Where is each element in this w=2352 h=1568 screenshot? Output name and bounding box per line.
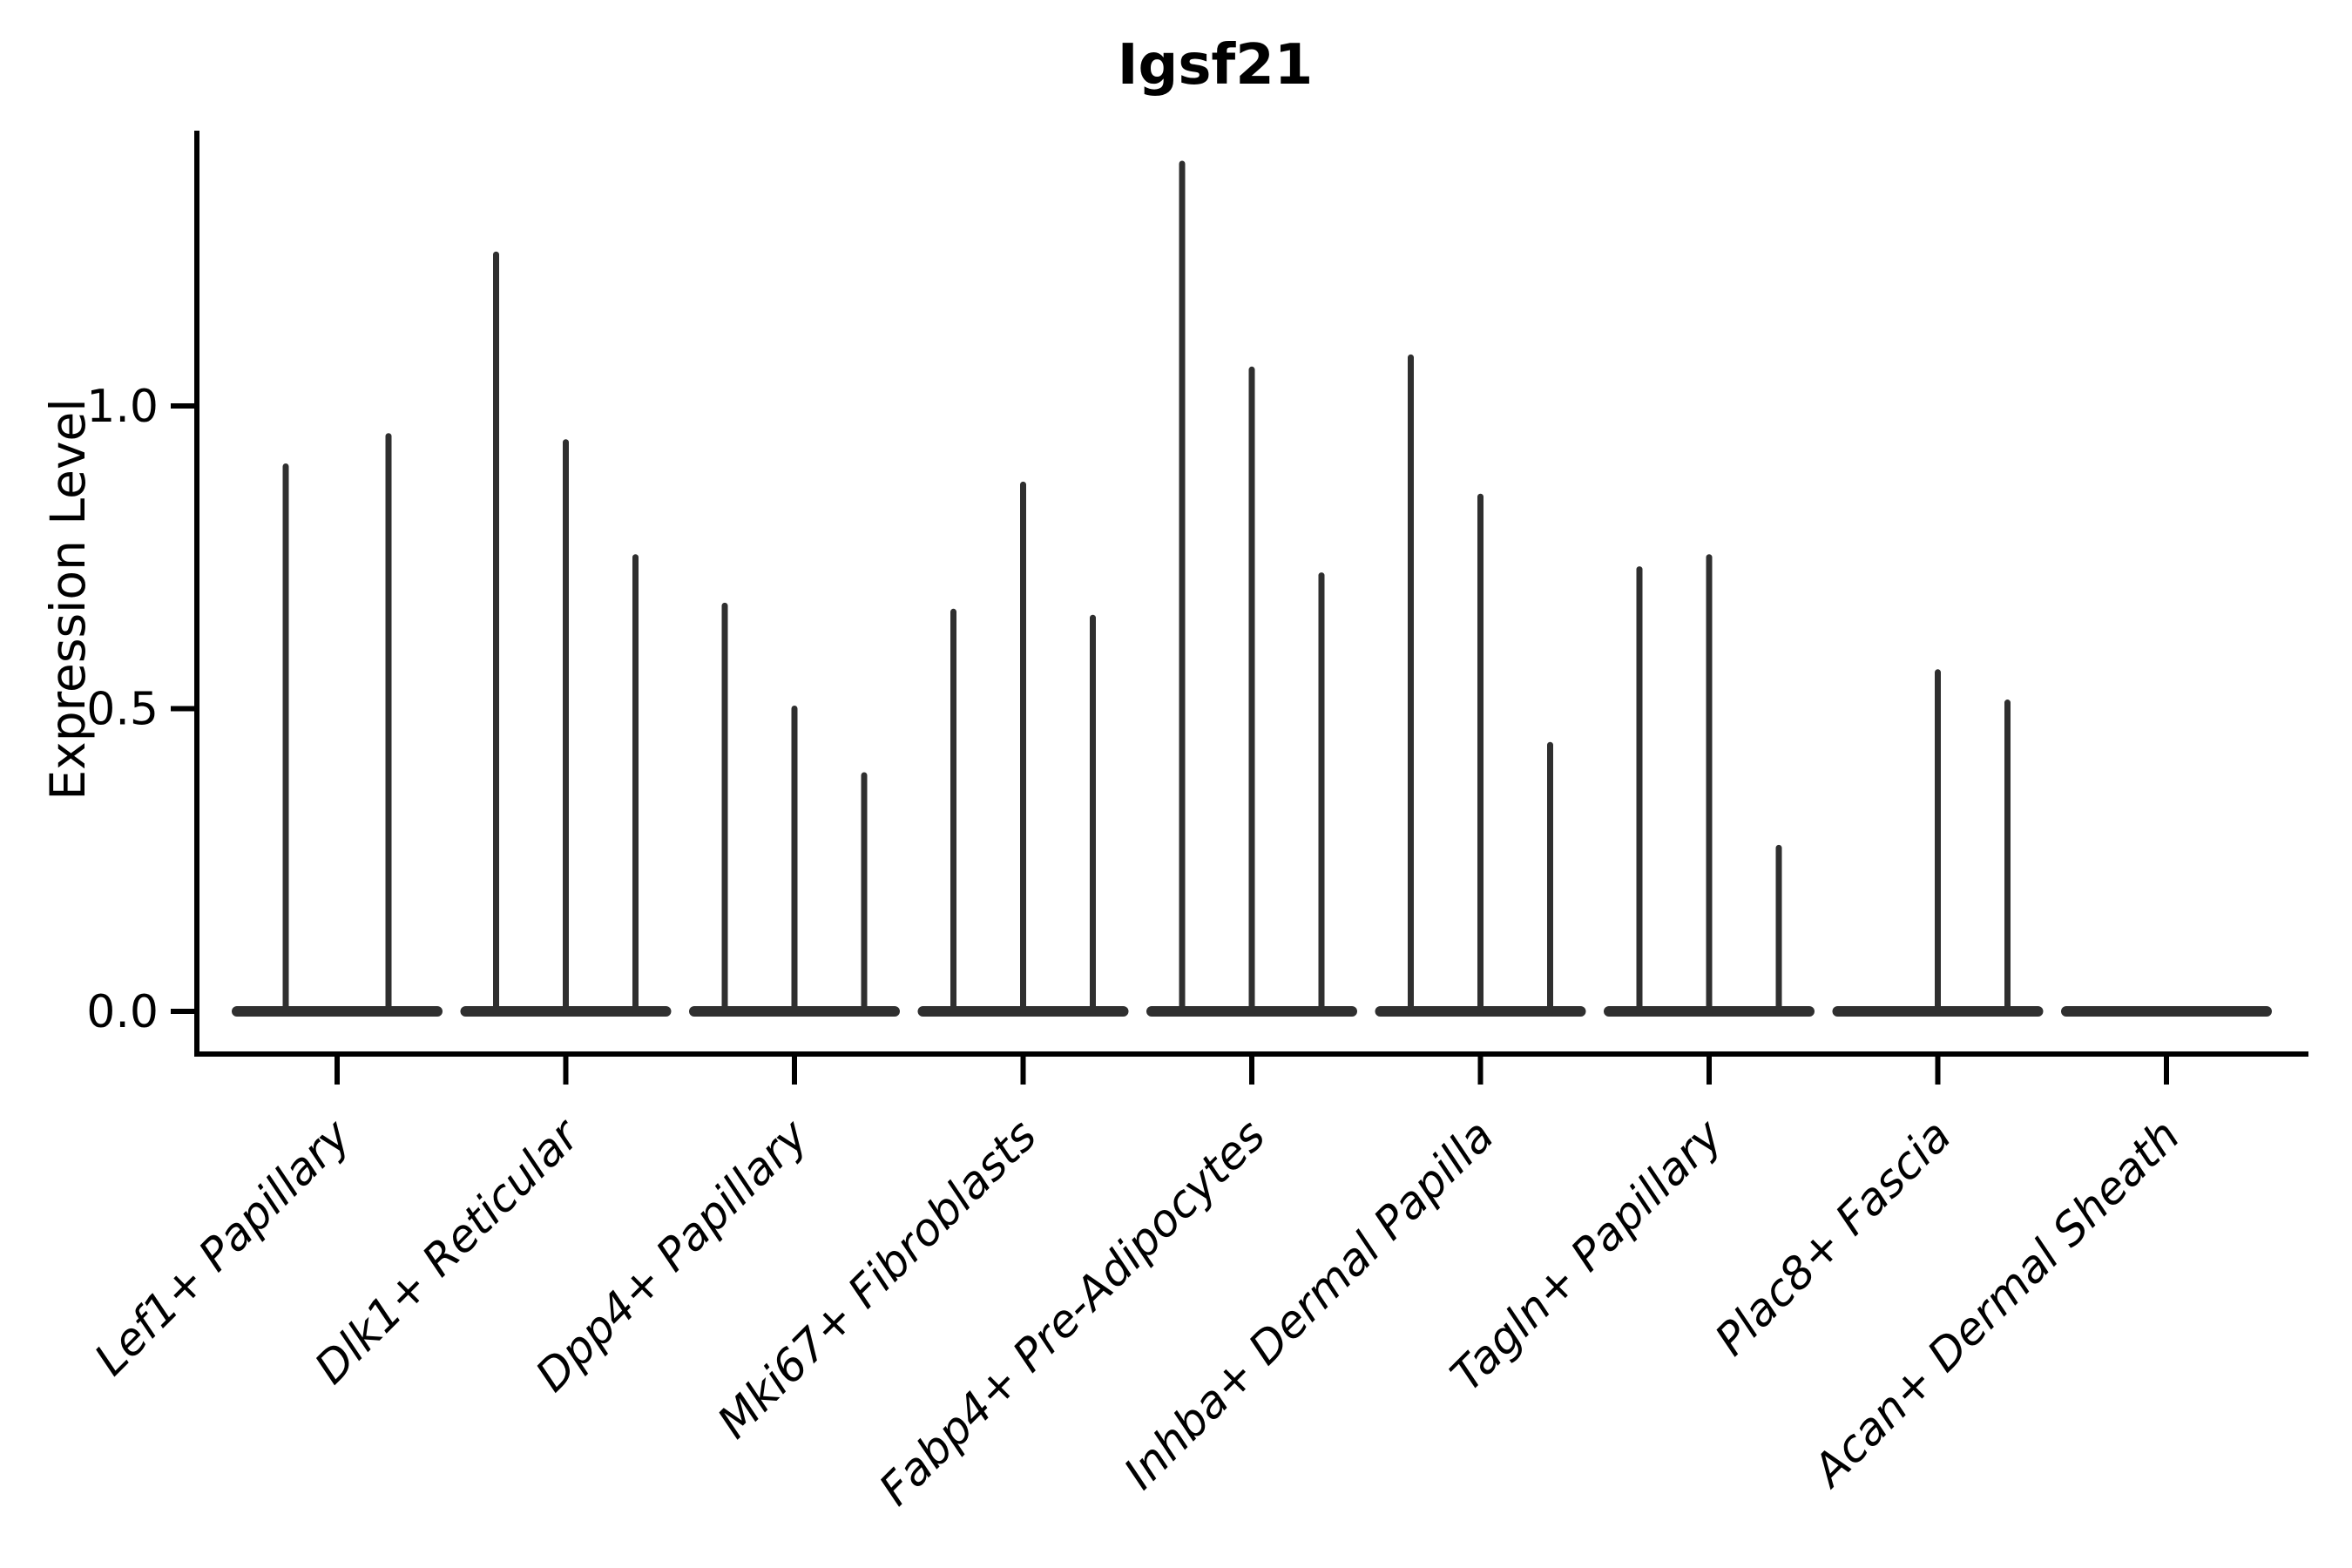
x-category-label: Plac8+ Fascia [1706, 1110, 1962, 1366]
x-category-label: Inhba+ Dermal Papilla [1115, 1110, 1504, 1499]
y-tick-label: 0.0 [86, 986, 159, 1038]
y-tick-label: 0.5 [86, 684, 159, 736]
y-tick-label: 1.0 [86, 381, 159, 433]
violin-base [2061, 1006, 2272, 1017]
x-category-label: Fabp4+ Pre-Adipocytes [870, 1110, 1276, 1516]
violin-base [232, 1006, 443, 1017]
plot-title: Igsf21 [1117, 33, 1314, 98]
x-category-label: Acan+ Dermal Sheath [1802, 1110, 2190, 1497]
